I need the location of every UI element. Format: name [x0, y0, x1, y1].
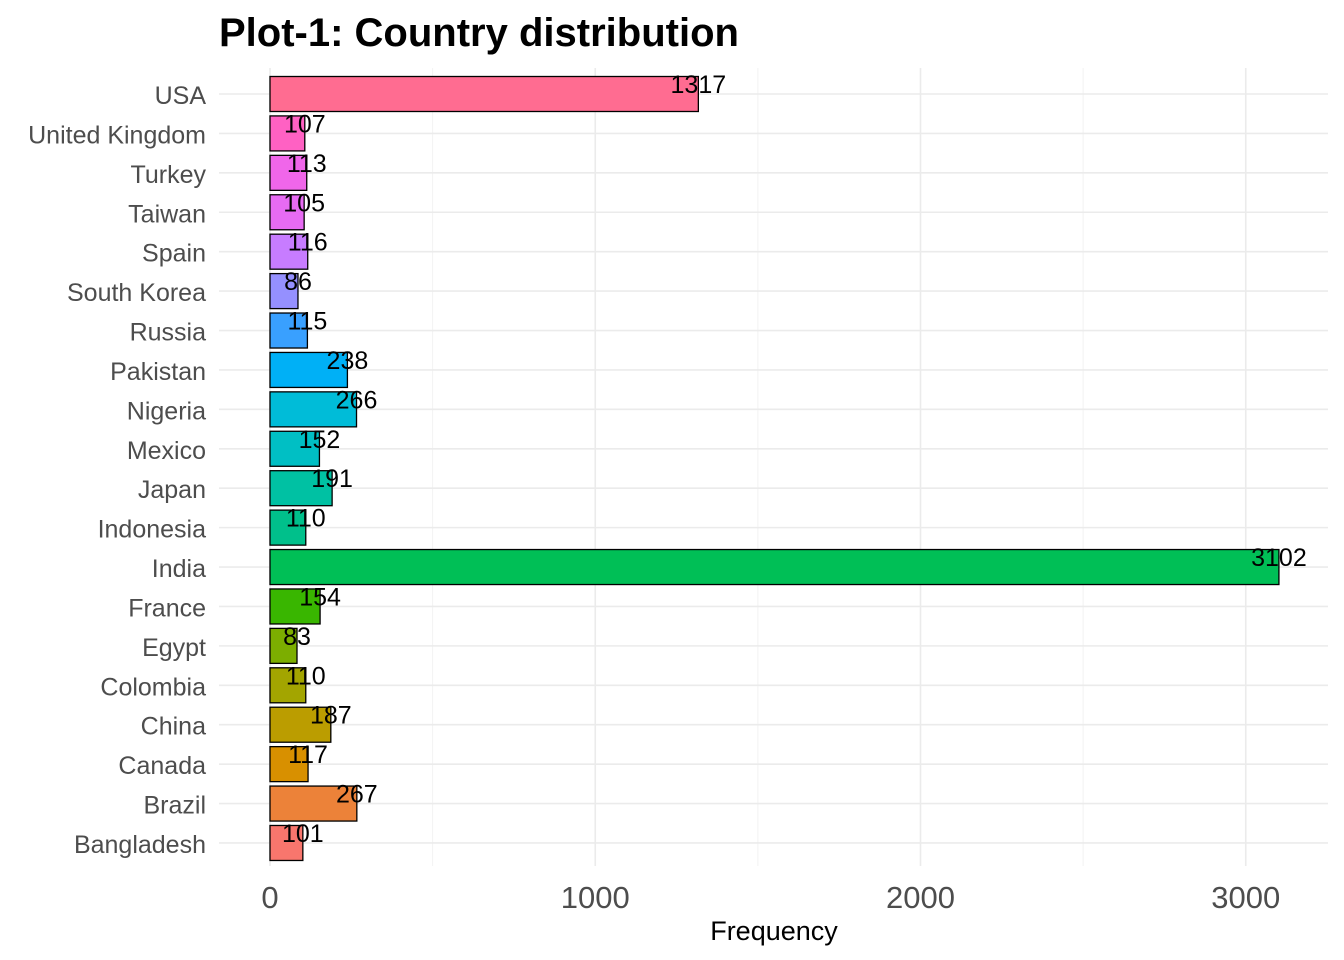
category-label: Mexico — [127, 437, 206, 465]
value-label: 238 — [327, 347, 369, 375]
category-label: Taiwan — [128, 200, 206, 228]
bar — [269, 312, 309, 349]
bars-layer — [269, 75, 1280, 862]
x-axis-title: Frequency — [710, 916, 838, 946]
value-label: 110 — [286, 505, 326, 533]
category-label: Japan — [138, 476, 206, 504]
category-label: South Korea — [67, 279, 206, 307]
category-label: France — [128, 594, 206, 622]
category-label: Russia — [130, 319, 207, 347]
x-tick-label: 3000 — [1211, 880, 1280, 915]
bar — [269, 430, 321, 467]
x-tick-label: 1000 — [561, 880, 630, 915]
bar — [269, 588, 321, 625]
category-label: Bangladesh — [74, 831, 206, 859]
bar — [269, 272, 299, 310]
x-tick-label: 0 — [261, 880, 278, 915]
category-axis: USA United Kingdom Turkey Taiwan Spain South … — [28, 82, 206, 859]
value-label: 187 — [310, 702, 352, 730]
value-label: 115 — [287, 308, 327, 336]
category-label: Canada — [118, 752, 206, 780]
category-label: Spain — [142, 240, 206, 268]
value-label: 117 — [288, 741, 328, 769]
bar — [269, 548, 1280, 586]
category-label: China — [141, 713, 206, 741]
bar — [269, 509, 307, 546]
category-label: Indonesia — [98, 516, 207, 544]
bar — [269, 351, 349, 389]
x-tick-label: 2000 — [886, 880, 955, 915]
value-label: 152 — [299, 426, 341, 454]
bar — [269, 745, 309, 783]
value-label: 105 — [283, 189, 325, 217]
value-label: 110 — [286, 662, 326, 690]
bar — [269, 115, 306, 152]
value-label: 116 — [288, 229, 328, 257]
bar — [269, 194, 305, 231]
value-label: 1317 — [671, 71, 727, 99]
grid-layer — [219, 68, 1328, 866]
value-label: 3102 — [1251, 544, 1307, 572]
value-label: 154 — [299, 583, 341, 611]
value-label: 86 — [284, 268, 312, 296]
bar — [269, 706, 332, 743]
value-label: 266 — [336, 386, 378, 414]
value-label: 267 — [336, 781, 378, 809]
bar — [269, 470, 333, 507]
chart-title: Plot-1: Country distribution — [219, 11, 739, 55]
bar — [269, 824, 304, 862]
x-axis-ticks: 0 1000 2000 3000 — [261, 880, 1280, 915]
value-label: 107 — [284, 110, 326, 138]
value-label: 113 — [287, 150, 327, 178]
bar — [269, 785, 358, 822]
category-label: India — [152, 555, 206, 583]
category-label: Brazil — [143, 792, 206, 820]
category-label: Nigeria — [127, 397, 206, 425]
bar — [269, 233, 309, 270]
value-label: 191 — [311, 465, 353, 493]
category-label: Pakistan — [110, 358, 206, 386]
value-label: 101 — [282, 820, 324, 848]
category-label: Colombia — [100, 673, 206, 701]
bar — [269, 667, 307, 704]
bar — [269, 391, 358, 428]
category-label: Egypt — [142, 634, 206, 662]
bar — [269, 627, 298, 665]
category-label: Turkey — [131, 161, 207, 189]
category-label: USA — [155, 82, 207, 110]
value-label: 83 — [283, 623, 311, 651]
bar — [269, 75, 700, 113]
category-label: United Kingdom — [28, 121, 206, 149]
bar — [269, 154, 308, 191]
